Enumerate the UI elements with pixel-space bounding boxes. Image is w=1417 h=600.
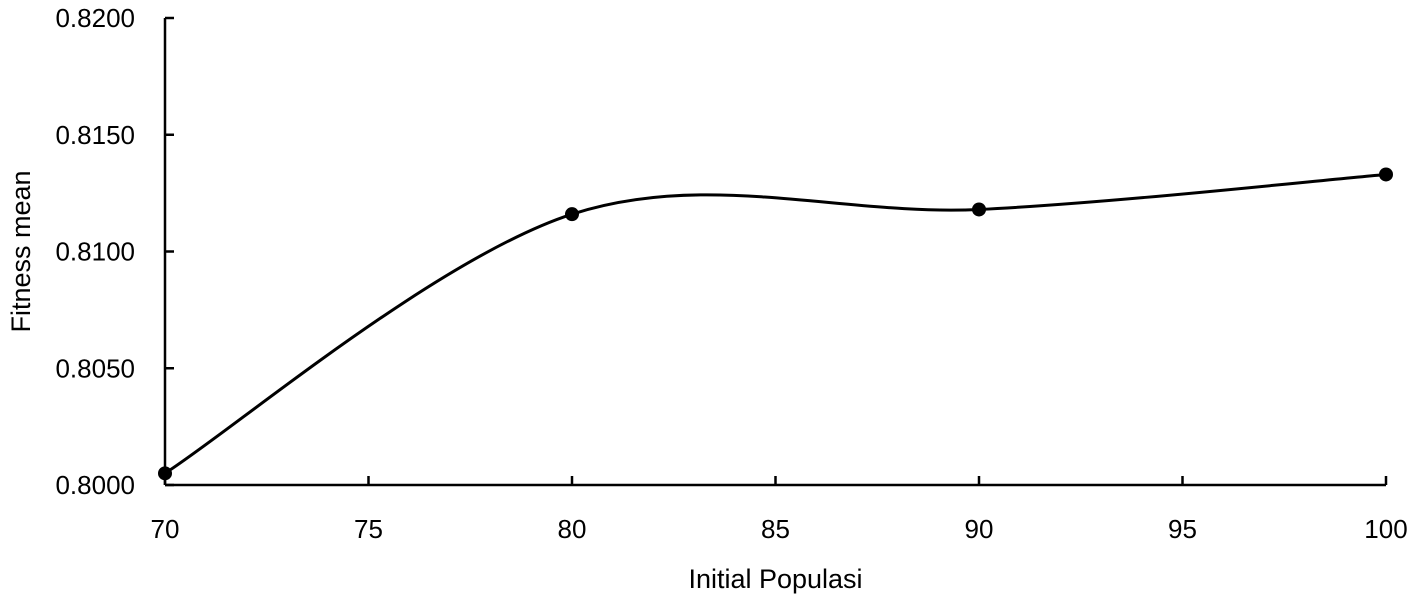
x-axis-ticks: 70 75 80 85 90 95 100 (151, 476, 1408, 544)
y-tick-label: 0.8000 (55, 470, 135, 500)
data-point (972, 202, 986, 217)
y-tick-label: 0.8050 (55, 353, 135, 383)
series-line-fitness-mean (164, 172, 1387, 475)
series-markers (158, 167, 1393, 481)
y-axis-title: Fitness mean (6, 170, 36, 332)
x-tick-label: 85 (761, 514, 790, 544)
data-point (1379, 167, 1393, 182)
x-tick-label: 95 (1168, 514, 1197, 544)
y-axis-ticks: 0.8000 0.8050 0.8100 0.8150 0.8200 (55, 3, 174, 500)
x-tick-label: 80 (558, 514, 587, 544)
x-tick-label: 90 (965, 514, 994, 544)
x-axis-title: Initial Populasi (688, 564, 862, 594)
data-point (565, 207, 579, 222)
x-tick-label: 100 (1364, 514, 1407, 544)
x-tick-label: 70 (151, 514, 180, 544)
data-point (158, 466, 172, 481)
y-tick-label: 0.8100 (55, 237, 135, 267)
x-tick-label: 75 (354, 514, 383, 544)
y-tick-label: 0.8150 (55, 120, 135, 150)
y-tick-label: 0.8200 (55, 3, 135, 33)
